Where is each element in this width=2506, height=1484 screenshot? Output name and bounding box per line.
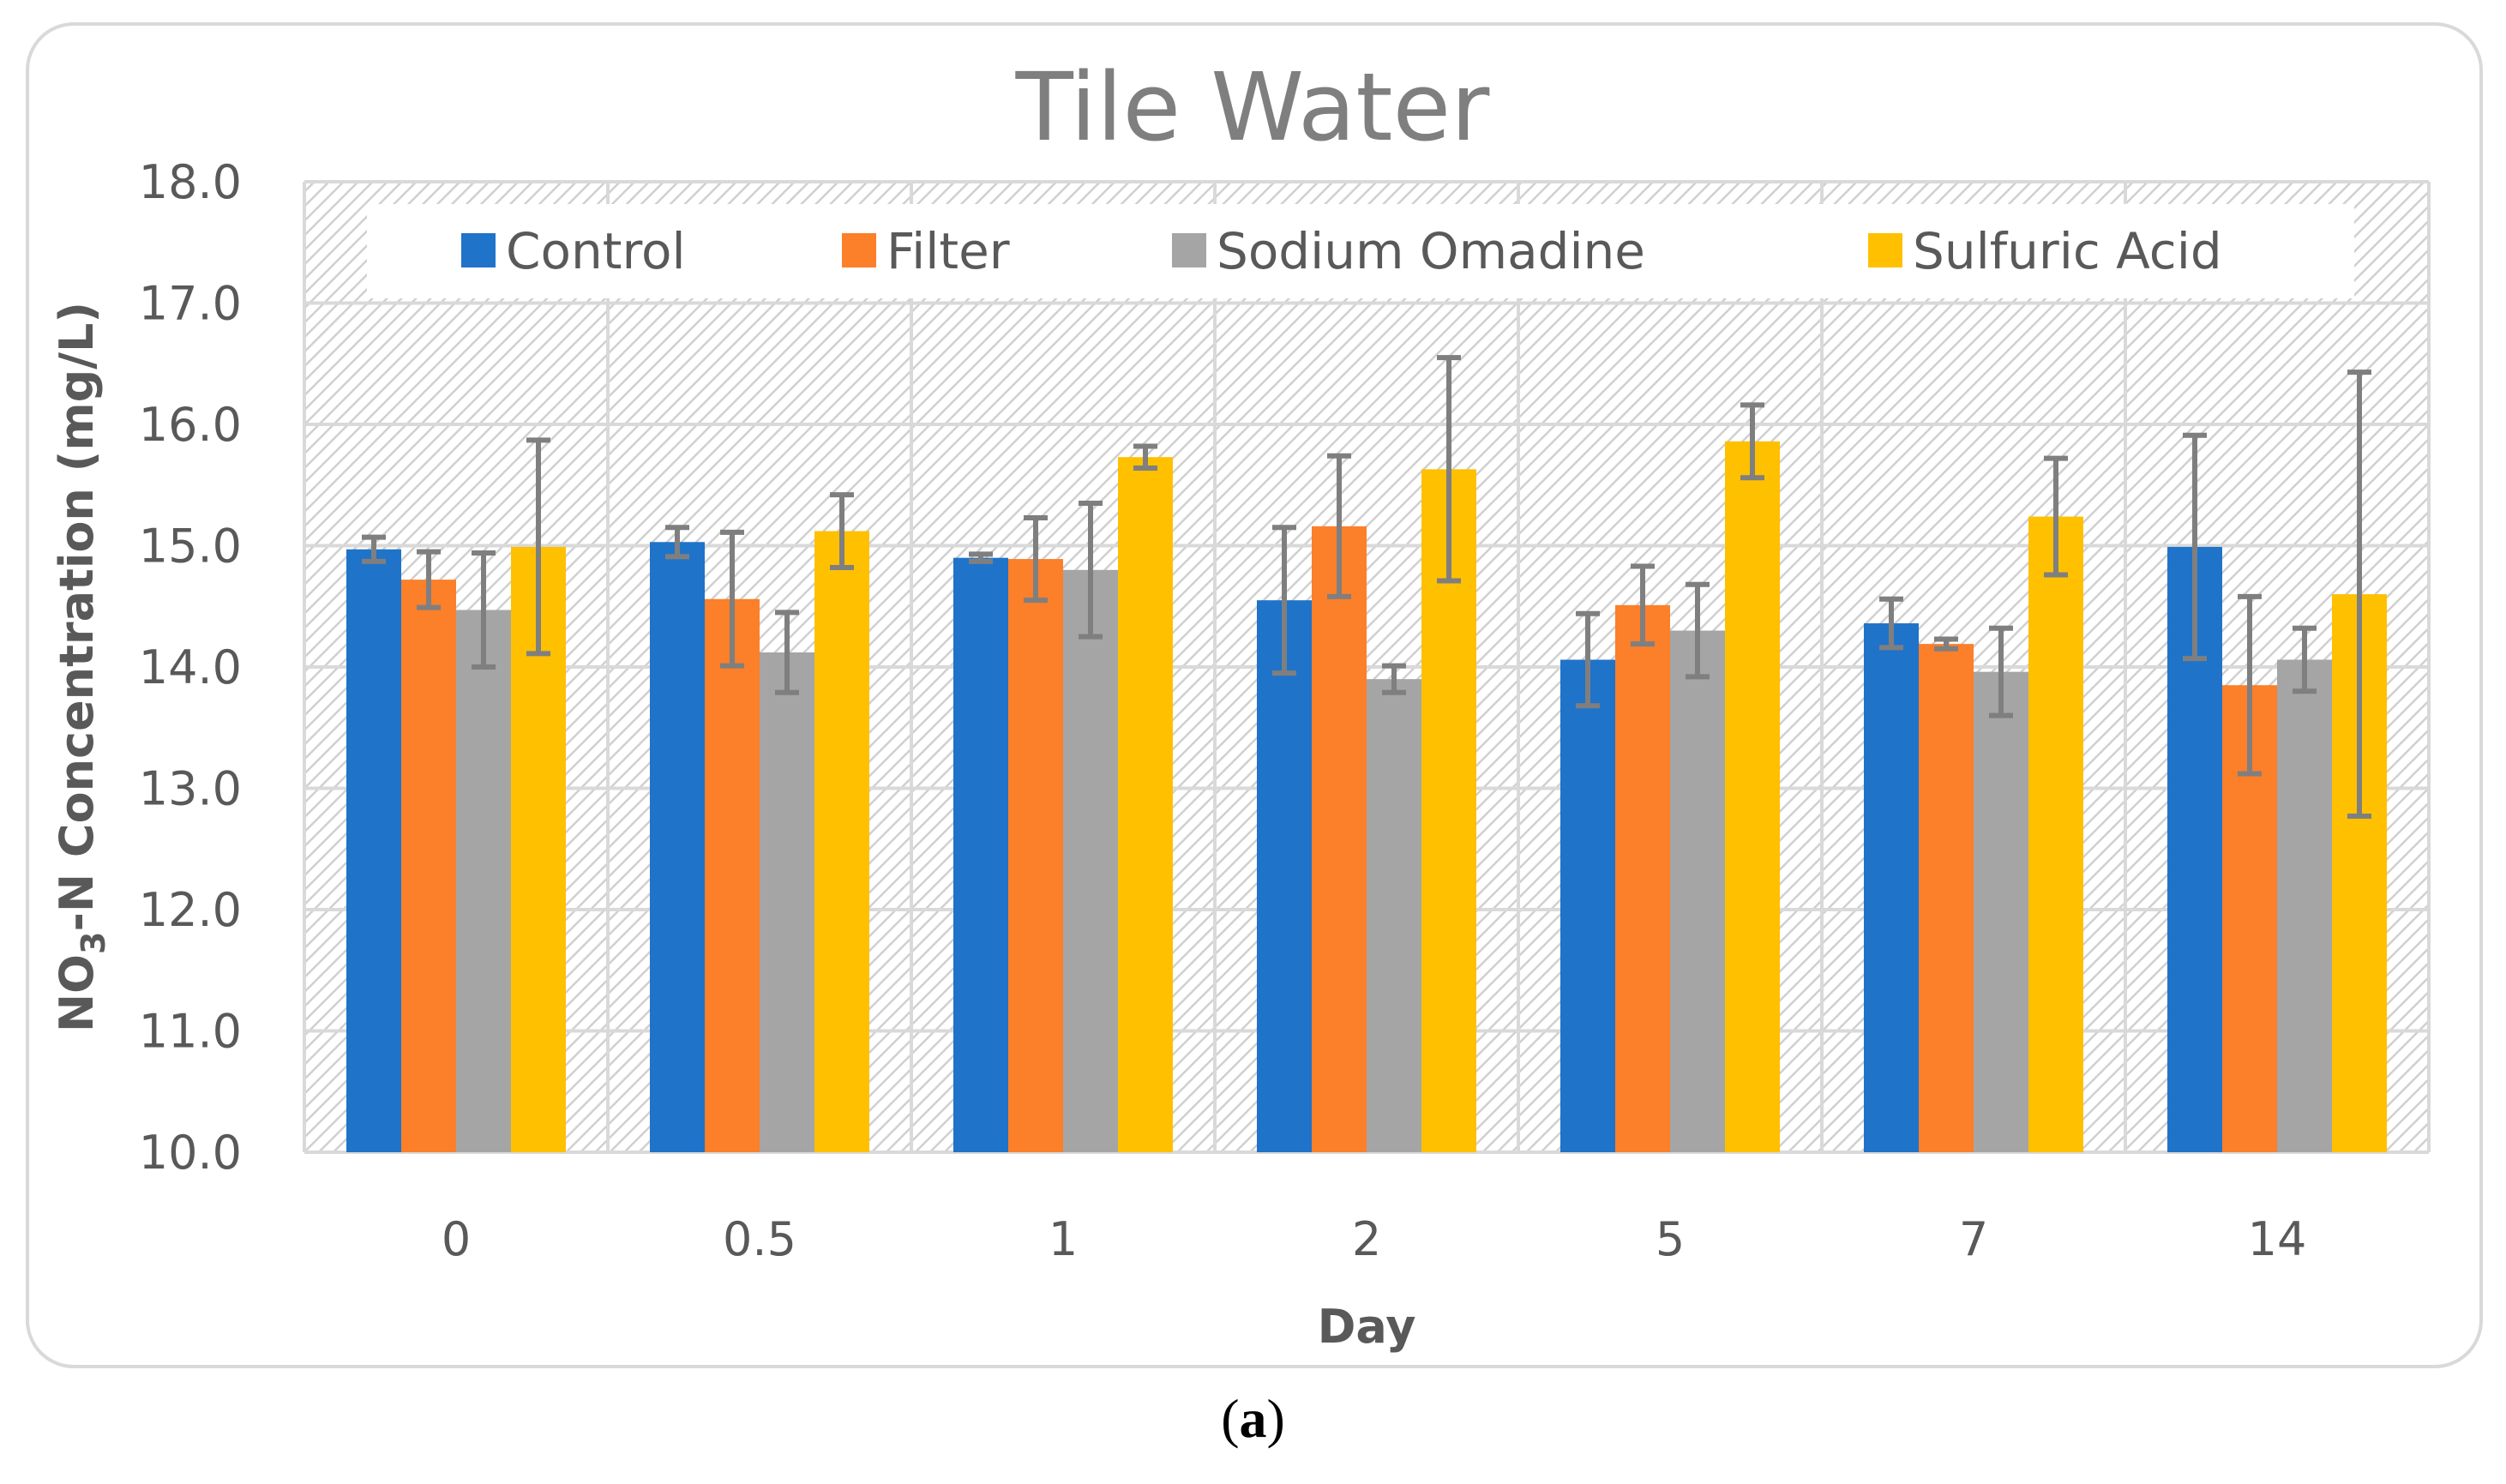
- error-bar: [1879, 596, 1903, 651]
- error-bar: [1631, 563, 1655, 647]
- y-tick-label: 15.0: [139, 520, 242, 574]
- legend-swatch: [461, 233, 496, 267]
- bar: [346, 549, 401, 1152]
- legend-box: [367, 204, 2354, 298]
- bar: [814, 531, 869, 1152]
- error-bar: [969, 551, 993, 564]
- bar: [953, 557, 1008, 1152]
- bar: [1974, 671, 2028, 1152]
- caption-open: (: [1221, 1388, 1240, 1449]
- bar: [1008, 559, 1063, 1152]
- error-bar: [472, 550, 496, 670]
- error-bar: [665, 525, 689, 560]
- x-axis-title: Day: [1318, 1300, 1416, 1354]
- y-tick-label: 10.0: [139, 1126, 242, 1180]
- error-bar: [1024, 514, 1048, 604]
- error-bar: [830, 492, 854, 570]
- bar: [1367, 679, 1421, 1152]
- legend-label: Control: [506, 222, 686, 280]
- error-bar: [1576, 610, 1600, 709]
- y-tick-label: 12.0: [139, 883, 242, 937]
- legend-label: Sodium Omadine: [1217, 222, 1645, 280]
- x-tick-label: 7: [1959, 1212, 1988, 1266]
- bar: [760, 652, 814, 1152]
- y-tick-label: 14.0: [139, 640, 242, 694]
- error-bar: [1079, 500, 1103, 640]
- error-bar: [1272, 525, 1296, 676]
- bar: [1725, 441, 1780, 1152]
- bar: [401, 580, 456, 1152]
- legend-swatch: [1868, 233, 1902, 267]
- bar: [705, 598, 760, 1152]
- error-bar: [2347, 369, 2371, 820]
- bar: [1063, 569, 1118, 1152]
- error-bars: [362, 355, 2371, 820]
- x-tick-label: 1: [1049, 1212, 1078, 1266]
- y-tick-label: 18.0: [139, 155, 242, 209]
- bar: [1670, 630, 1725, 1152]
- x-tick-label: 2: [1352, 1212, 1381, 1266]
- error-bar: [1740, 402, 1764, 481]
- error-bar: [1133, 443, 1157, 471]
- y-axis-title: NO3-N Concentration (mg/L): [50, 302, 112, 1032]
- chart-title: Tile Water: [1015, 52, 1491, 162]
- bar: [1615, 604, 1670, 1152]
- error-bar: [720, 529, 744, 669]
- x-tick-label: 0.5: [723, 1212, 796, 1266]
- bar: [1312, 526, 1367, 1152]
- x-tick-labels: 0 0.5 1 2 5 7 14: [442, 1212, 2307, 1266]
- y-axis-title-main: NO: [50, 954, 104, 1032]
- x-tick-label: 5: [1656, 1212, 1685, 1266]
- error-bar: [1382, 663, 1406, 695]
- error-bar: [2183, 432, 2207, 662]
- caption-close: ): [1266, 1388, 1285, 1449]
- y-tick-label: 17.0: [139, 277, 242, 331]
- bar: [1919, 644, 1974, 1152]
- x-tick-label: 14: [2248, 1212, 2307, 1266]
- y-tick-label: 13.0: [139, 762, 242, 816]
- bar: [650, 542, 705, 1152]
- legend-swatch: [1172, 233, 1206, 267]
- error-bar: [362, 534, 386, 564]
- error-bar: [2293, 625, 2317, 694]
- bar: [1864, 623, 1919, 1152]
- y-tick-label: 11.0: [139, 1005, 242, 1059]
- error-bar: [1989, 625, 2013, 718]
- legend-label: Sulfuric Acid: [1913, 222, 2222, 280]
- figure-caption: (a): [0, 1387, 2506, 1451]
- legend-label: Filter: [886, 222, 1010, 280]
- error-bar: [417, 549, 441, 610]
- x-tick-label: 0: [442, 1212, 471, 1266]
- bar: [1560, 659, 1615, 1152]
- error-bar: [2044, 455, 2068, 578]
- error-bar: [1327, 453, 1351, 599]
- legend: Control Filter Sodium Omadine Sulfuric Acid: [461, 222, 2222, 280]
- caption-label: a: [1239, 1388, 1267, 1449]
- bar: [1257, 600, 1312, 1152]
- legend-swatch: [842, 233, 876, 267]
- y-axis-title-subscript: 3: [75, 932, 112, 954]
- bar: [456, 610, 511, 1152]
- error-bar: [1437, 355, 1461, 584]
- bar: [1118, 457, 1173, 1152]
- y-axis-title-rest: -N Concentration (mg/L): [50, 302, 104, 932]
- error-bar: [2238, 593, 2262, 777]
- error-bar: [1686, 581, 1710, 680]
- error-bar: [1934, 636, 1958, 652]
- error-bar: [526, 437, 550, 657]
- y-tick-labels: 10.0 11.0 12.0 13.0 14.0 15.0 16.0 17.0 18.0: [139, 155, 242, 1180]
- error-bar: [775, 610, 799, 695]
- bar: [2028, 516, 2083, 1152]
- bar-series: [346, 441, 2387, 1152]
- y-tick-label: 16.0: [139, 398, 242, 452]
- bar: [2277, 659, 2332, 1152]
